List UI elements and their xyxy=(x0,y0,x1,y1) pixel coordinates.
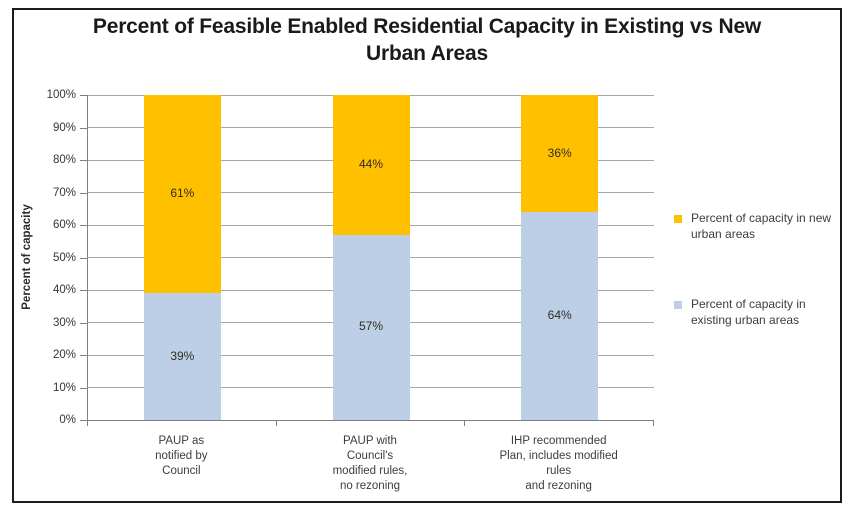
category-label-3: IHP recommended Plan, includes modified ru… xyxy=(474,434,644,494)
bar-2-new-label: 44% xyxy=(358,156,384,171)
y-tick-30 xyxy=(80,322,87,324)
bar-3-new-label: 36% xyxy=(547,145,572,160)
legend-swatch-new-urban-areas xyxy=(674,215,682,223)
y-tick-label-80: 80% xyxy=(52,154,76,166)
category-label-3-line-1: IHP recommended xyxy=(510,435,607,447)
y-tick-70 xyxy=(80,192,87,194)
bar-2-new-segment xyxy=(332,95,410,235)
legend: Percent of capacity in new urban areas Per… xyxy=(674,211,831,328)
y-tick-label-60: 60% xyxy=(52,219,76,231)
legend-swatch-existing-urban-areas xyxy=(674,301,682,309)
bar-2-existing-segment xyxy=(332,234,410,420)
category-label-3-line-4: and rezoning xyxy=(525,480,592,492)
legend-label-new-urban-areas-line-1: Percent of capacity in new xyxy=(691,211,832,225)
bar-3-existing-label: 64% xyxy=(547,308,572,322)
y-tick-100 xyxy=(80,95,87,96)
legend-item-new-urban-areas: Percent of capacity in new urban areas xyxy=(674,211,831,242)
category-label-1-line-3: Council xyxy=(162,465,201,477)
y-tick-label-100: 100% xyxy=(46,89,76,101)
legend-label-existing-urban-areas: Percent of capacity in existing urban are… xyxy=(691,297,806,328)
bar-3-existing-segment xyxy=(521,212,599,420)
category-label-1-line-1: PAUP as xyxy=(158,435,205,447)
x-boundary-tick-2 xyxy=(464,421,466,426)
legend-label-new-urban-areas-line-2: urban areas xyxy=(691,226,756,241)
y-tick-50 xyxy=(80,257,87,259)
y-tick-80 xyxy=(80,160,87,161)
y-tick-60 xyxy=(80,225,87,226)
chart-title-line2: Urban Areas xyxy=(366,42,488,65)
y-tick-label-50: 50% xyxy=(52,251,76,264)
category-label-3-line-3: rules xyxy=(546,465,572,477)
y-tick-label-0: 0% xyxy=(59,414,76,426)
y-tick-label-40: 40% xyxy=(52,284,76,296)
legend-label-new-urban-areas: Percent of capacity in new urban areas xyxy=(691,211,831,242)
x-boundary-tick-0 xyxy=(87,421,88,426)
category-label-2-line-4: no rezoning xyxy=(339,480,401,492)
y-tick-0 xyxy=(80,420,87,421)
category-label-2: PAUP with Council's modified rules, no rezo… xyxy=(285,434,455,494)
category-label-1-line-2: notified by xyxy=(155,450,208,462)
y-tick-40 xyxy=(80,290,87,291)
bar-2-existing-label: 57% xyxy=(358,319,384,334)
y-tick-90 xyxy=(80,127,87,129)
y-tick-label-90: 90% xyxy=(52,121,76,134)
bar-1-existing-segment xyxy=(143,293,221,420)
legend-item-existing-urban-areas: Percent of capacity in existing urban are… xyxy=(674,297,831,328)
bar-3-new-segment xyxy=(521,95,599,212)
y-tick-label-10: 10% xyxy=(52,381,76,394)
legend-label-existing-urban-areas-line-1: Percent of capacity in xyxy=(691,297,806,311)
category-label-1: PAUP as notified by Council xyxy=(96,434,266,479)
y-tick-label-30: 30% xyxy=(52,316,76,329)
x-boundary-tick-1 xyxy=(275,421,277,426)
chart-title: Percent of Feasible Enabled Residential … xyxy=(12,13,842,67)
plot-area: 61% 39% 44% 57% 36% 64% xyxy=(87,94,654,421)
y-tick-20 xyxy=(80,355,87,356)
category-label-2-line-3: modified rules, xyxy=(332,465,408,477)
y-tick-10 xyxy=(80,387,87,389)
y-tick-label-20: 20% xyxy=(52,349,76,361)
category-label-2-line-1: PAUP with xyxy=(343,435,397,447)
x-boundary-tick-3 xyxy=(653,421,654,426)
legend-label-existing-urban-areas-line-2: existing urban areas xyxy=(691,312,800,327)
bar-1-new-segment xyxy=(143,95,221,294)
category-label-2-line-2: Council's xyxy=(346,450,394,462)
bar-1-existing-label: 39% xyxy=(170,348,195,363)
category-label-3-line-2: Plan, includes modified xyxy=(499,450,618,462)
chart-title-line1: Percent of Feasible Enabled Residential … xyxy=(92,15,762,38)
bar-1-new-label: 61% xyxy=(170,186,195,201)
y-tick-label-70: 70% xyxy=(52,186,76,199)
